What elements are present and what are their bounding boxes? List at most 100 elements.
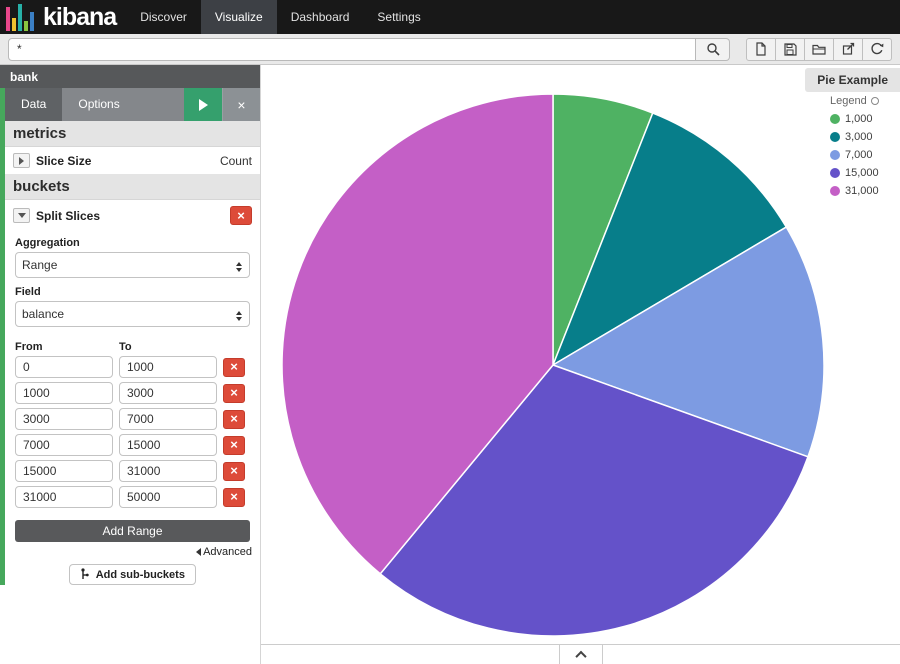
search-button[interactable] <box>696 37 730 61</box>
legend-swatch-icon <box>830 132 840 142</box>
range-from-input[interactable] <box>15 486 113 508</box>
new-visualization-button[interactable] <box>746 37 776 61</box>
query-toolbar <box>0 34 900 65</box>
field-select-wrap: balance <box>15 301 250 327</box>
collapse-bucket-button[interactable] <box>13 208 30 223</box>
legend-swatch-icon <box>830 186 840 196</box>
field-label: Field <box>15 286 41 298</box>
range-from-input[interactable] <box>15 408 113 430</box>
play-icon <box>198 98 208 111</box>
legend-swatch-icon <box>830 150 840 160</box>
chart-legend: Legend 1,000 3,000 7,000 15,000 31,000 <box>830 95 892 203</box>
range-to-input[interactable] <box>119 356 217 378</box>
range-from-input[interactable] <box>15 382 113 404</box>
legend-title: Legend <box>830 95 867 107</box>
metrics-section-title: metrics <box>5 121 260 147</box>
legend-item[interactable]: 3,000 <box>830 131 892 143</box>
advanced-label: Advanced <box>203 546 252 558</box>
remove-range-button[interactable]: × <box>223 357 245 377</box>
legend-label: 15,000 <box>845 167 879 179</box>
load-visualization-button[interactable] <box>804 37 834 61</box>
range-to-input[interactable] <box>119 486 217 508</box>
tab-options[interactable]: Options <box>78 97 120 111</box>
nav-item-visualize[interactable]: Visualize <box>200 0 277 34</box>
from-label: From <box>15 341 43 353</box>
advanced-toggle[interactable]: Advanced <box>5 546 252 558</box>
field-select[interactable]: balance <box>15 301 250 327</box>
range-to-input[interactable] <box>119 460 217 482</box>
legend-label: 1,000 <box>845 113 873 125</box>
caret-right-icon <box>19 156 28 165</box>
buckets-section-title: buckets <box>5 174 260 200</box>
share-visualization-button[interactable] <box>833 37 863 61</box>
nav-item-settings[interactable]: Settings <box>377 10 421 24</box>
pie-slice-3,000[interactable] <box>551 112 788 367</box>
add-subbuckets-button[interactable]: Add sub-buckets <box>69 564 196 585</box>
expand-metric-button[interactable] <box>13 153 30 168</box>
refresh-button[interactable] <box>862 37 892 61</box>
range-row: × <box>15 486 250 508</box>
range-to-input[interactable] <box>119 434 217 456</box>
visualization-canvas: Pie Example Legend 1,000 3,000 7,000 15,000… <box>261 65 900 664</box>
remove-range-button[interactable]: × <box>223 435 245 455</box>
legend-item[interactable]: 15,000 <box>830 167 892 179</box>
new-document-icon <box>754 42 768 56</box>
search-icon <box>706 42 720 56</box>
chevron-up-icon <box>574 650 587 662</box>
discard-changes-button[interactable]: × <box>222 88 260 121</box>
aggregation-select-wrap: Range <box>15 252 250 278</box>
remove-range-button[interactable]: × <box>223 409 245 429</box>
legend-items: 1,000 3,000 7,000 15,000 31,000 <box>830 113 892 197</box>
range-from-input[interactable] <box>15 460 113 482</box>
metric-label: Slice Size <box>36 153 92 168</box>
kibana-logo[interactable]: kibana <box>0 0 126 34</box>
legend-label: 31,000 <box>845 185 879 197</box>
slice-size-row[interactable]: Slice Size Count <box>5 147 260 174</box>
remove-range-button[interactable]: × <box>223 487 245 507</box>
spy-panel-bar <box>261 644 900 664</box>
visualization-title: Pie Example <box>805 68 900 92</box>
remove-range-button[interactable]: × <box>223 461 245 481</box>
close-icon: × <box>230 437 238 452</box>
range-to-input[interactable] <box>119 408 217 430</box>
remove-bucket-button[interactable]: × <box>230 206 252 225</box>
kibana-logo-icon <box>6 3 36 31</box>
metric-agg-value: Count <box>219 153 252 168</box>
nav-item-discover[interactable]: Discover <box>140 10 187 24</box>
nav-item-dashboard[interactable]: Dashboard <box>290 10 350 24</box>
range-from-input[interactable] <box>15 356 113 378</box>
range-row: × <box>15 382 250 404</box>
add-range-button[interactable]: Add Range <box>15 520 250 542</box>
pie-slice-31,000[interactable] <box>281 93 554 575</box>
range-from-input[interactable] <box>15 434 113 456</box>
pie-slice-7,000[interactable] <box>551 226 825 458</box>
close-icon: × <box>230 411 238 426</box>
legend-item[interactable]: 31,000 <box>830 185 892 197</box>
bucket-type-label: Split Slices <box>36 208 101 223</box>
aggregation-select[interactable]: Range <box>15 252 250 278</box>
add-subbuckets-label: Add sub-buckets <box>95 569 185 581</box>
legend-label: 7,000 <box>845 149 873 161</box>
range-row: × <box>15 460 250 482</box>
spy-panel-toggle-button[interactable] <box>558 644 603 664</box>
index-pattern-label: bank <box>0 65 260 88</box>
sub-bucket-icon <box>81 568 89 579</box>
range-to-input[interactable] <box>119 382 217 404</box>
split-slices-row[interactable]: Split Slices × <box>5 200 260 229</box>
query-input[interactable] <box>8 37 696 61</box>
vis-editor-panel: Data Options × metrics Slice Size Count <box>0 88 260 585</box>
refresh-icon <box>870 42 884 56</box>
caret-left-icon <box>192 548 202 557</box>
remove-range-button[interactable]: × <box>223 383 245 403</box>
legend-item[interactable]: 1,000 <box>830 113 892 125</box>
legend-title-row: Legend <box>830 95 892 107</box>
pie-slice-15,000[interactable] <box>379 364 809 637</box>
save-visualization-button[interactable] <box>775 37 805 61</box>
apply-changes-button[interactable] <box>184 88 222 121</box>
legend-toggle-icon[interactable] <box>870 97 879 105</box>
legend-item[interactable]: 7,000 <box>830 149 892 161</box>
to-label: To <box>119 341 132 353</box>
tab-data[interactable]: Data <box>5 88 63 121</box>
range-row: × <box>15 408 250 430</box>
